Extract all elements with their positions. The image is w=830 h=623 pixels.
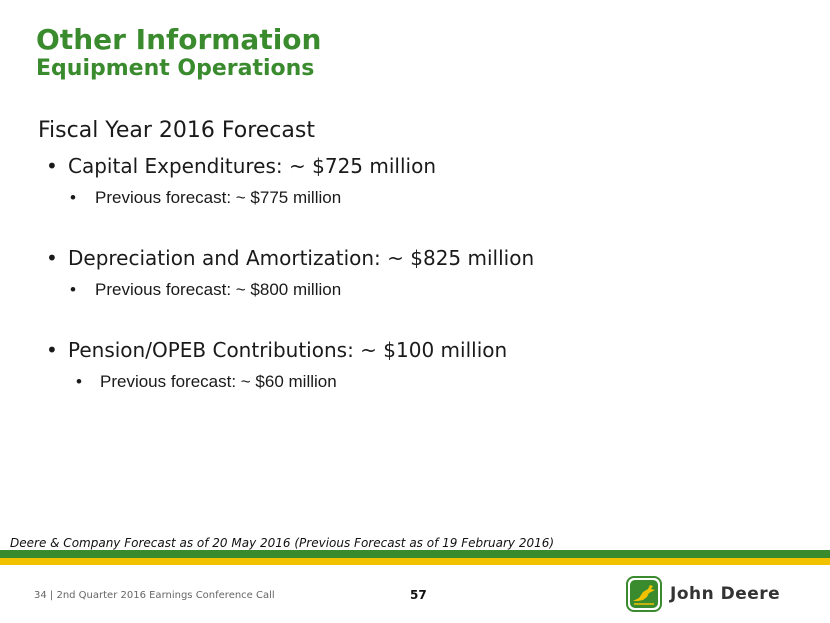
green-stripe: [0, 550, 830, 558]
slide-subtitle: Equipment Operations: [36, 56, 315, 81]
bullet-group-depreciation: Depreciation and Amortization: ~ $825 mi…: [38, 243, 818, 307]
slide-content: Fiscal Year 2016 Forecast Capital Expend…: [38, 118, 818, 427]
slide-title-block: Other Information Equipment Operations: [36, 26, 321, 80]
footer-caption: 34 | 2nd Quarter 2016 Earnings Conferenc…: [34, 590, 275, 601]
page-number: 57: [410, 588, 427, 602]
sub-bullet-item: Previous forecast: ~ $775 million: [38, 181, 818, 215]
bullet-item: Pension/OPEB Contributions: ~ $100 milli…: [38, 335, 818, 365]
sub-bullet-item: Previous forecast: ~ $800 million: [38, 273, 818, 307]
john-deere-logo: John Deere: [626, 576, 798, 612]
yellow-stripe: [0, 558, 830, 565]
leaping-deer-icon: [626, 576, 662, 612]
section-heading: Fiscal Year 2016 Forecast: [38, 118, 315, 143]
bullet-group-pension: Pension/OPEB Contributions: ~ $100 milli…: [38, 335, 818, 399]
bullet-item: Capital Expenditures: ~ $725 million: [38, 151, 818, 181]
bullet-item: Depreciation and Amortization: ~ $825 mi…: [38, 243, 818, 273]
forecast-footnote: Deere & Company Forecast as of 20 May 20…: [10, 536, 555, 550]
footer-color-band: [0, 550, 830, 565]
slide-title: Other Information: [36, 23, 322, 56]
brand-wordmark: John Deere: [670, 584, 781, 604]
sub-bullet-item: Previous forecast: ~ $60 million: [38, 365, 818, 399]
bullet-group-capex: Capital Expenditures: ~ $725 million Pre…: [38, 151, 818, 215]
